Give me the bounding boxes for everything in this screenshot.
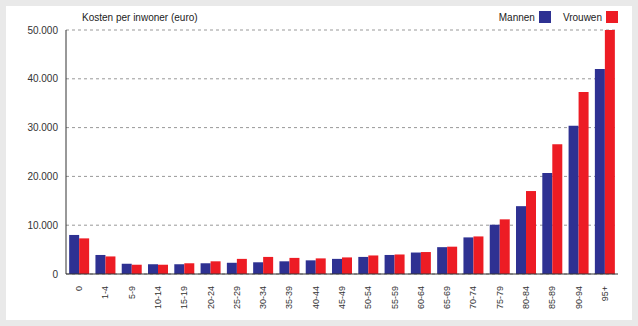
html-text:Kosten per inwoner (euro): Kosten per inwoner (euro)	[82, 12, 198, 23]
svg-text:25-29: 25-29	[232, 286, 242, 309]
svg-text:20.000: 20.000	[27, 171, 58, 182]
svg-text:40-44: 40-44	[311, 286, 321, 309]
svg-text:70-74: 70-74	[468, 286, 478, 309]
svg-text:40.000: 40.000	[27, 73, 58, 84]
svg-text:90-94: 90-94	[574, 286, 584, 309]
svg-text:55-59: 55-59	[390, 286, 400, 309]
svg-text:45-49: 45-49	[337, 286, 347, 309]
svg-text:0: 0	[74, 286, 84, 291]
svg-text:30.000: 30.000	[27, 122, 58, 133]
html-text:Vrouwen: Vrouwen	[562, 11, 602, 23]
svg-text:1-4: 1-4	[100, 286, 110, 299]
svg-text:10-14: 10-14	[153, 286, 163, 309]
svg-text:65-69: 65-69	[442, 286, 452, 309]
svg-text:0: 0	[52, 269, 58, 280]
svg-text:15-19: 15-19	[179, 286, 189, 309]
svg-text:75-79: 75-79	[495, 286, 505, 309]
svg-text:10.000: 10.000	[27, 220, 58, 231]
svg-text:20-24: 20-24	[206, 286, 216, 309]
svg-text:50.000: 50.000	[27, 25, 58, 36]
svg-text:60-64: 60-64	[416, 286, 426, 309]
html-text:Mannen: Mannen	[498, 11, 535, 23]
svg-text:85-89: 85-89	[547, 286, 557, 309]
svg-text:50-54: 50-54	[363, 286, 373, 309]
svg-text:5-9: 5-9	[127, 286, 137, 299]
svg-text:95+: 95+	[600, 286, 610, 301]
svg-text:80-84: 80-84	[521, 286, 531, 309]
svg-text:30-34: 30-34	[258, 286, 268, 309]
svg-text:35-39: 35-39	[284, 286, 294, 309]
